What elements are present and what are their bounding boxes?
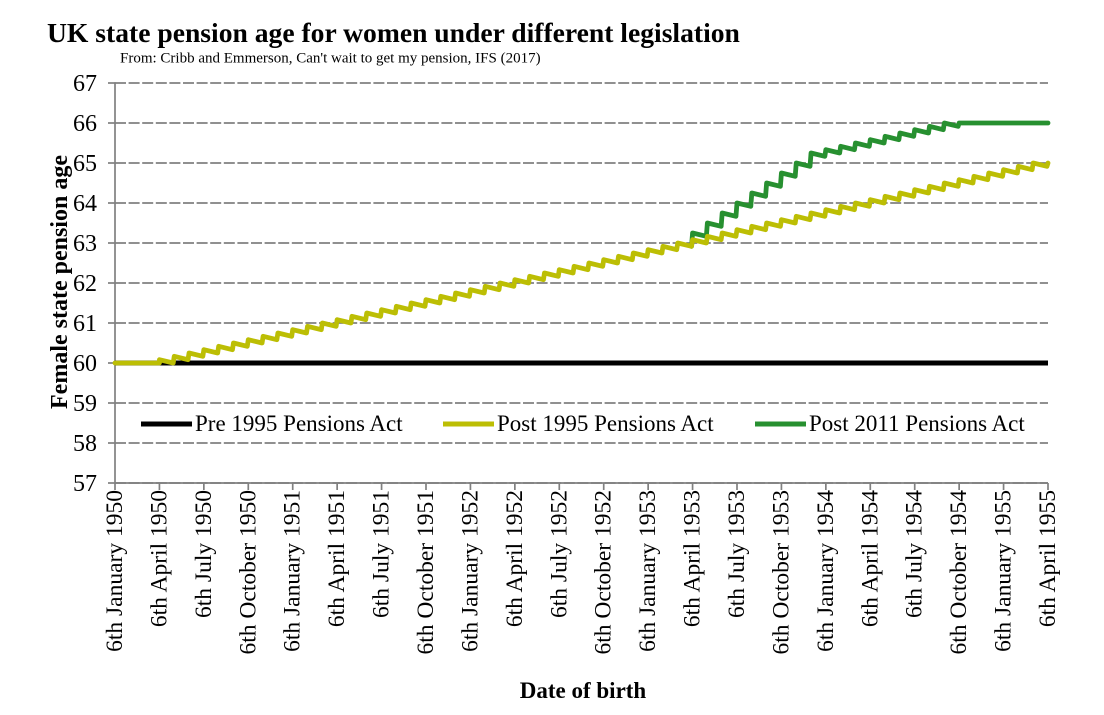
- svg-text:Post 2011 Pensions Act: Post 2011 Pensions Act: [809, 411, 1025, 436]
- svg-text:6th July 1953: 6th July 1953: [724, 490, 750, 618]
- svg-text:6th April 1952: 6th April 1952: [502, 490, 528, 627]
- svg-text:59: 59: [73, 391, 97, 417]
- svg-text:6th January 1952: 6th January 1952: [457, 490, 483, 652]
- svg-text:61: 61: [73, 311, 97, 337]
- svg-text:6th April 1950: 6th April 1950: [146, 490, 172, 627]
- svg-text:6th January 1954: 6th January 1954: [813, 490, 839, 652]
- svg-text:6th April 1955: 6th April 1955: [1035, 490, 1061, 627]
- svg-text:6th October 1952: 6th October 1952: [591, 490, 617, 654]
- svg-text:6th April 1951: 6th April 1951: [324, 490, 350, 627]
- svg-text:63: 63: [73, 231, 97, 257]
- svg-text:6th July 1952: 6th July 1952: [546, 490, 572, 618]
- svg-text:6th January 1951: 6th January 1951: [280, 490, 306, 652]
- svg-text:Date of birth: Date of birth: [520, 678, 647, 703]
- svg-text:58: 58: [73, 431, 97, 457]
- svg-text:Female state pension age: Female state pension age: [47, 155, 73, 409]
- svg-text:6th October 1953: 6th October 1953: [768, 490, 794, 654]
- svg-text:67: 67: [73, 71, 97, 97]
- svg-text:6th April 1953: 6th April 1953: [680, 490, 706, 627]
- svg-text:6th July 1951: 6th July 1951: [369, 490, 395, 618]
- svg-text:6th July 1950: 6th July 1950: [191, 490, 217, 618]
- svg-text:57: 57: [73, 471, 97, 497]
- svg-text:UK state pension age for women: UK state pension age for women under dif…: [47, 17, 740, 48]
- svg-text:6th October 1954: 6th October 1954: [946, 490, 972, 655]
- svg-text:6th October 1951: 6th October 1951: [413, 490, 439, 654]
- svg-text:60: 60: [73, 351, 97, 377]
- svg-text:6th October 1950: 6th October 1950: [235, 490, 261, 654]
- svg-text:From: Cribb and Emmerson, Can': From: Cribb and Emmerson, Can't wait to …: [120, 51, 541, 67]
- svg-text:Post 1995 Pensions Act: Post 1995 Pensions Act: [497, 411, 714, 436]
- svg-text:6th January 1955: 6th January 1955: [991, 490, 1017, 652]
- svg-text:Pre 1995 Pensions Act: Pre 1995 Pensions Act: [195, 411, 403, 436]
- svg-text:6th July 1954: 6th July 1954: [902, 490, 928, 618]
- svg-text:6th January 1953: 6th January 1953: [635, 490, 661, 652]
- svg-text:6th January 1950: 6th January 1950: [102, 490, 128, 652]
- svg-text:66: 66: [73, 111, 97, 137]
- svg-text:65: 65: [73, 151, 97, 177]
- svg-text:6th April 1954: 6th April 1954: [857, 490, 883, 627]
- svg-text:64: 64: [73, 191, 97, 217]
- svg-text:62: 62: [73, 271, 97, 297]
